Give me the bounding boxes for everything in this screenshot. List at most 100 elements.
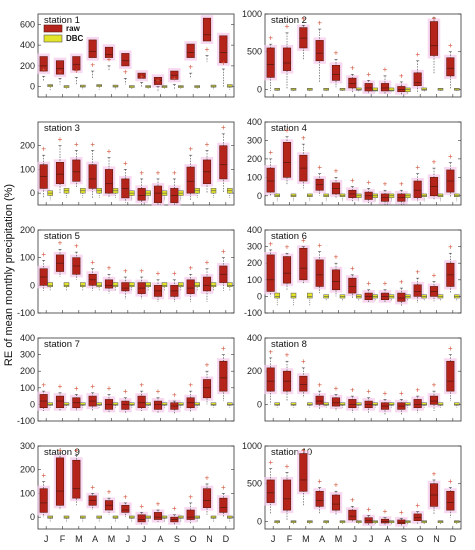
- raw-box: [153, 185, 163, 203]
- panel-title: station 8: [271, 339, 307, 350]
- dbc-box: [290, 193, 297, 197]
- raw-box: [429, 395, 439, 405]
- raw-outlier-marker: +: [301, 357, 306, 366]
- y-tick-label: 100: [20, 164, 35, 174]
- y-tick-label: 200: [20, 61, 35, 71]
- panel-2: station 2 0 500 1000 + + + + + + + + + + + +: [242, 9, 462, 98]
- raw-outlier-marker: +: [221, 247, 226, 256]
- dbc-box: [274, 193, 280, 197]
- raw-outlier-marker: +: [334, 253, 339, 262]
- raw-box: [137, 72, 146, 79]
- raw-box: [331, 397, 341, 407]
- y-tick-label: 0: [257, 399, 262, 409]
- raw-box: [364, 83, 373, 92]
- panel-frame: [37, 337, 235, 422]
- dbc-box: [454, 402, 460, 406]
- raw-box: [331, 269, 341, 291]
- y-tick-label: 400: [247, 333, 262, 343]
- panel-7: station 7 -100 0 100 200 300 400 + + + + + + + + + + + +: [17, 333, 235, 426]
- dbc-box: [454, 193, 460, 197]
- dbc-box: [161, 282, 168, 287]
- raw-outlier-marker: +: [139, 266, 144, 275]
- dbc-box: [339, 193, 346, 197]
- y-tick-label: 100: [247, 172, 262, 182]
- raw-outlier-marker: +: [188, 145, 193, 154]
- raw-outlier-marker: +: [156, 387, 161, 396]
- x-tick-label: J: [353, 534, 358, 544]
- dbc-box: [63, 85, 70, 88]
- y-tick-label: -100: [17, 416, 35, 426]
- dbc-box: [356, 402, 362, 406]
- y-tick-label: 0: [30, 512, 35, 522]
- x-tick-label: J: [126, 534, 131, 544]
- dbc-box: [96, 282, 102, 287]
- dbc-box: [145, 282, 151, 287]
- dbc-box: [129, 282, 135, 287]
- raw-outlier-marker: +: [317, 241, 322, 250]
- raw-outlier-marker: +: [156, 269, 161, 278]
- y-tick-label: 0: [257, 84, 262, 94]
- raw-box: [186, 43, 195, 58]
- raw-outlier-marker: +: [123, 492, 128, 501]
- raw-outlier-marker: +: [123, 68, 128, 77]
- raw-outlier-marker: +: [366, 387, 371, 396]
- raw-box: [446, 57, 455, 77]
- panel-title: station 5: [44, 231, 80, 242]
- raw-box: [380, 83, 390, 92]
- x-tick-label: A: [319, 534, 325, 544]
- panel-title: station 2: [271, 15, 307, 26]
- raw-box: [266, 254, 275, 292]
- raw-box: [299, 375, 308, 392]
- dbc-box: [63, 282, 70, 287]
- raw-box: [186, 279, 195, 294]
- dbc-box: [437, 402, 444, 406]
- y-tick-label: 300: [20, 350, 35, 360]
- y-tick-label: 200: [20, 366, 35, 376]
- raw-box: [266, 367, 275, 392]
- y-tick-label: -100: [244, 308, 262, 318]
- raw-outlier-marker: +: [383, 65, 388, 74]
- raw-box: [397, 292, 406, 302]
- y-tick-label: 1000: [242, 9, 262, 19]
- raw-outlier-marker: +: [350, 64, 355, 73]
- raw-box: [72, 56, 81, 71]
- y-tick-label: 200: [20, 465, 35, 475]
- panel-title: station 1: [44, 15, 80, 26]
- dbc-box: [145, 402, 151, 406]
- panel-frame: [264, 121, 462, 206]
- dbc-box: [112, 402, 119, 406]
- raw-outlier-marker: +: [317, 18, 322, 27]
- raw-outlier-marker: +: [268, 148, 273, 157]
- dbc-box: [356, 87, 362, 91]
- dbc-box: [80, 282, 86, 287]
- dbc-box: [421, 87, 427, 91]
- raw-box: [282, 256, 292, 284]
- x-tick-label: M: [302, 534, 310, 544]
- raw-box: [219, 145, 228, 180]
- panel-3: station 3 0 100 200 + + + + + + + + + + + +: [20, 121, 235, 206]
- raw-box: [202, 488, 212, 508]
- raw-outlier-marker: +: [205, 140, 210, 149]
- panel-8: station 8 0 200 400 + + + + + + + + + + + +: [247, 333, 462, 422]
- raw-box: [315, 259, 324, 287]
- raw-outlier-marker: +: [432, 380, 437, 389]
- raw-box: [446, 360, 455, 392]
- y-tick-label: 500: [247, 479, 262, 489]
- raw-outlier-marker: +: [90, 258, 95, 267]
- raw-outlier-marker: +: [58, 446, 63, 455]
- dbc-box: [290, 402, 297, 406]
- raw-box: [137, 514, 146, 523]
- dbc-box: [47, 402, 53, 406]
- panel-title: station 10: [271, 447, 312, 458]
- raw-outlier-marker: +: [58, 239, 63, 248]
- raw-outlier-marker: +: [432, 157, 437, 166]
- panel-frame: [37, 229, 235, 314]
- raw-outlier-marker: +: [107, 55, 112, 64]
- x-tick-label: N: [206, 534, 213, 544]
- raw-outlier-marker: +: [74, 241, 79, 250]
- raw-box: [266, 47, 275, 78]
- raw-outlier-marker: +: [139, 168, 144, 177]
- dbc-box: [274, 402, 280, 406]
- raw-outlier-marker: +: [90, 60, 95, 69]
- raw-box: [429, 21, 439, 56]
